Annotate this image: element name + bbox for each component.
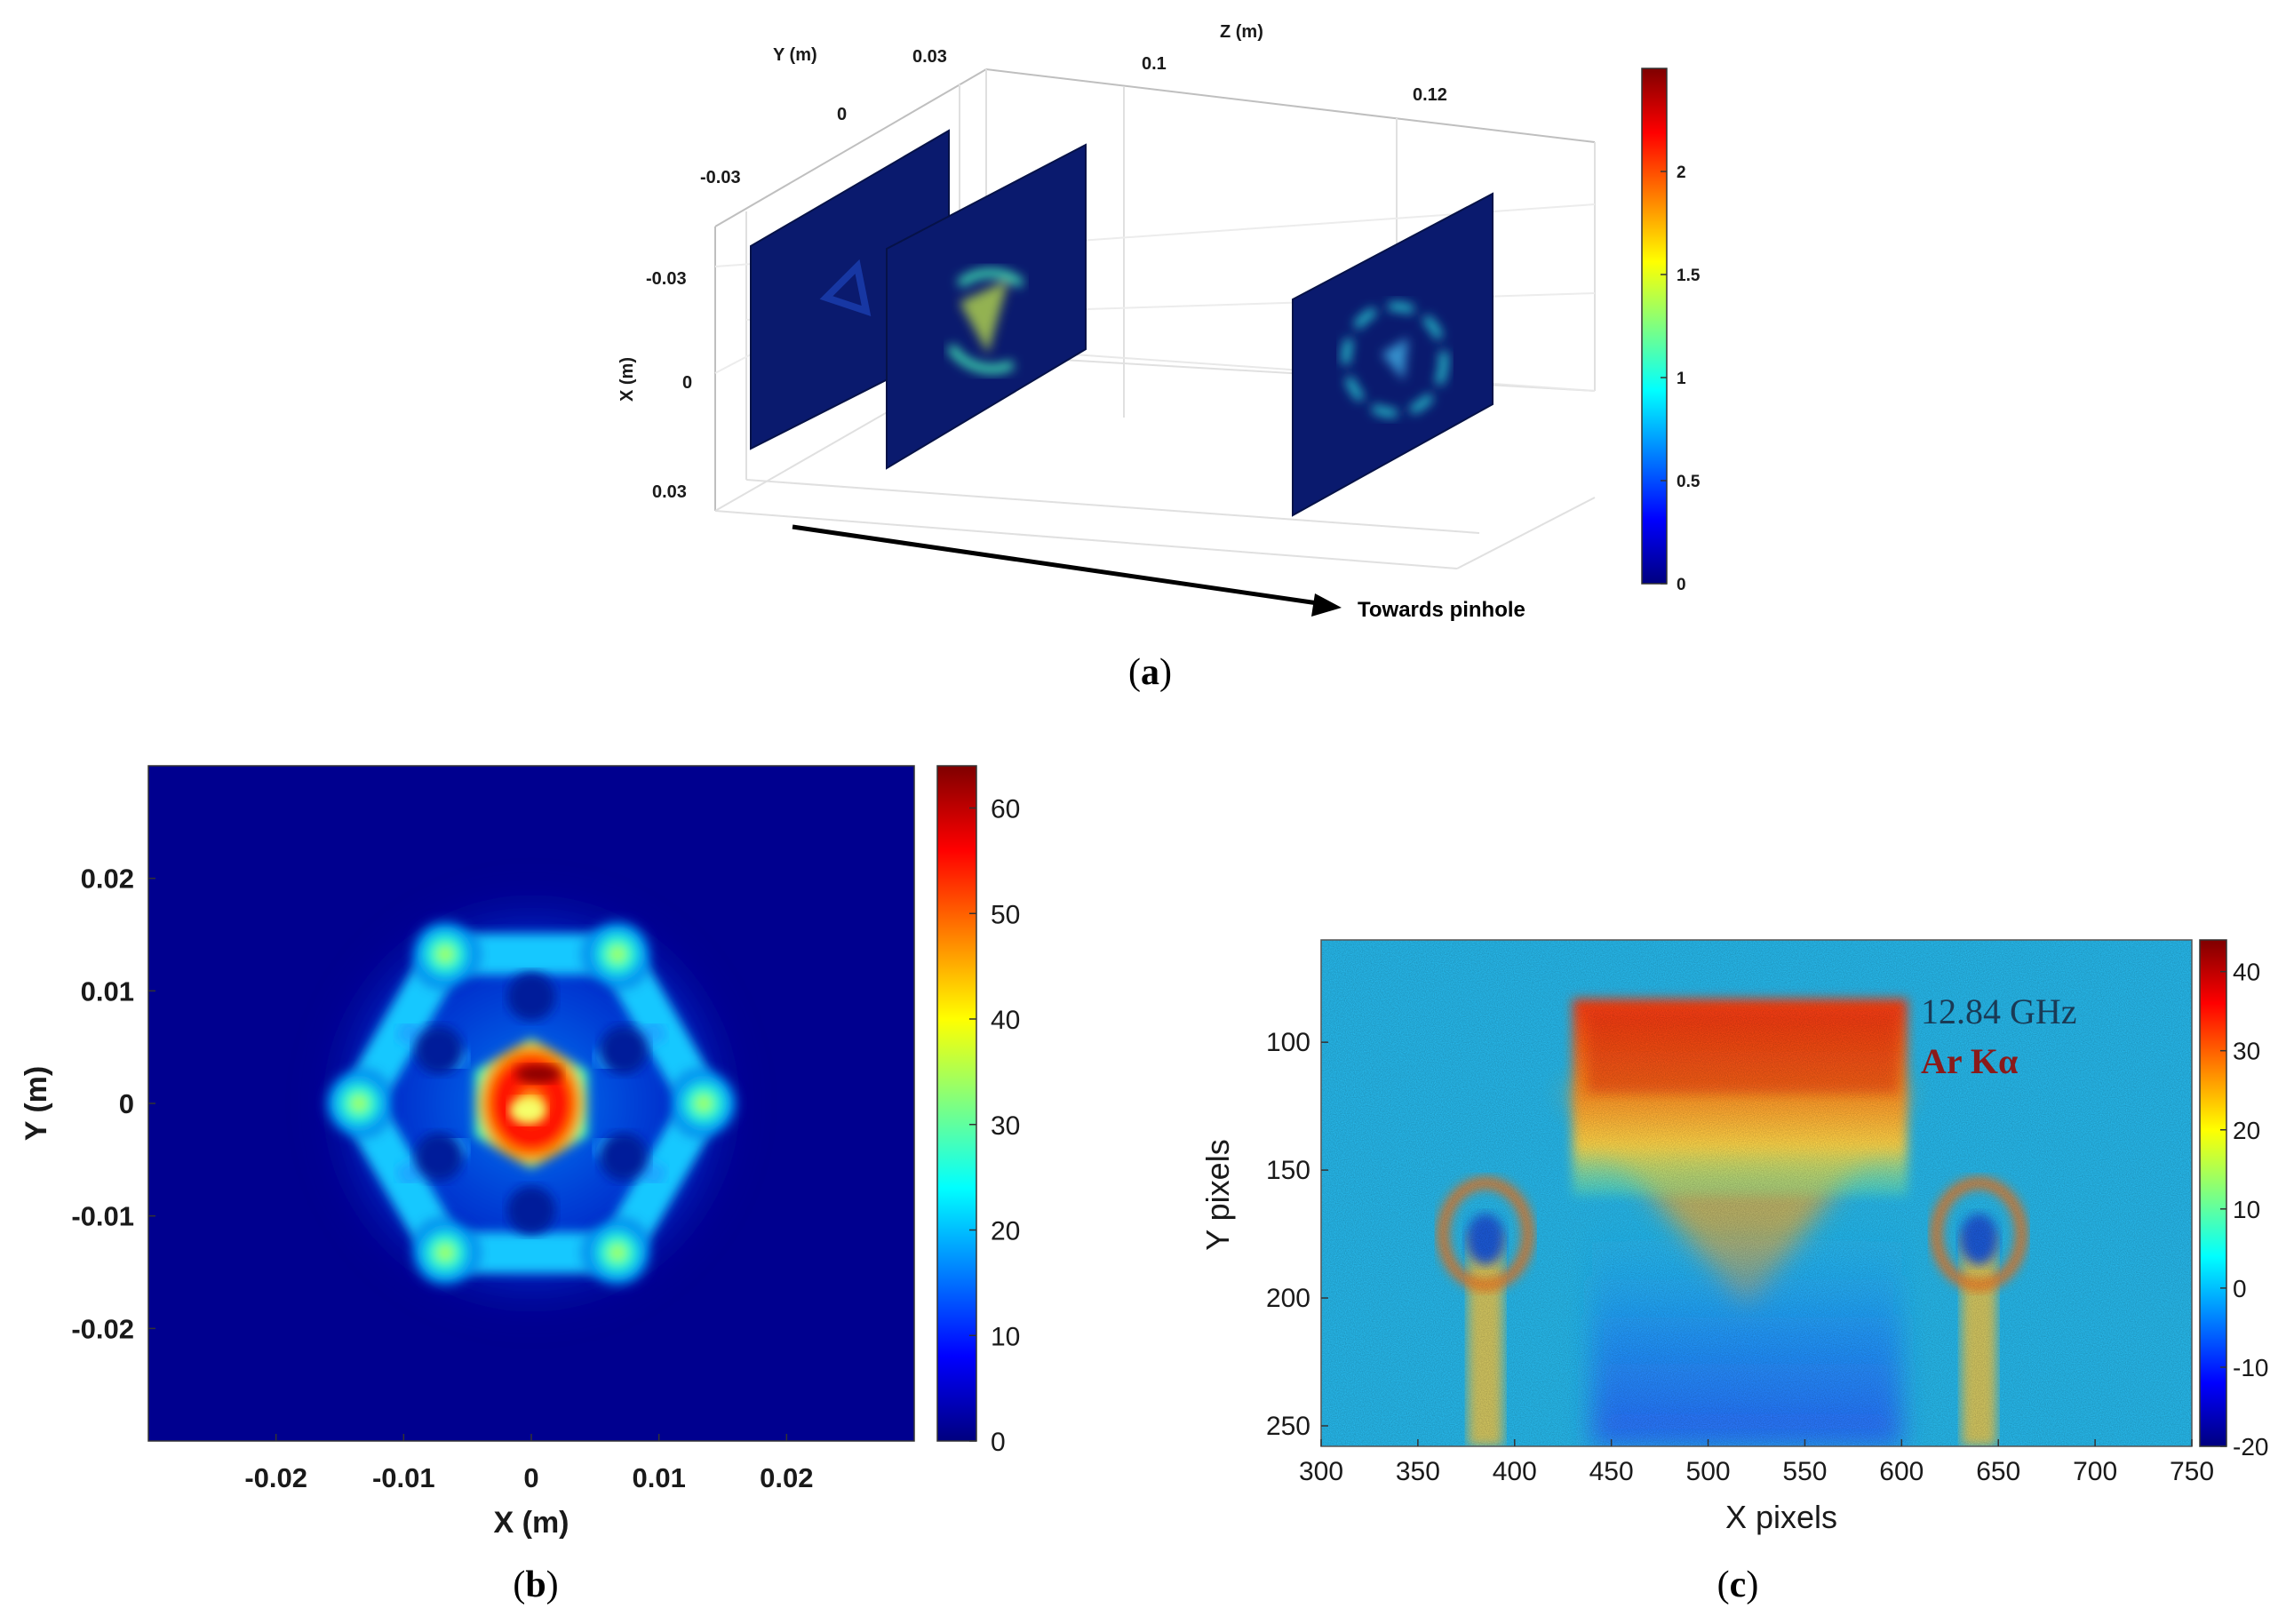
colorbar-a-tick: 0.5 (1677, 473, 1701, 491)
panel-c-y-ticks: 100 150 200 250 (1266, 1028, 1328, 1441)
lobe (321, 1065, 397, 1142)
colorbar-c-tick: -10 (2233, 1354, 2268, 1381)
y-tick-label: 0.03 (912, 47, 947, 67)
colorbar-a-tick: 0 (1677, 576, 1686, 594)
axis-label-x: X (m) (617, 357, 637, 402)
x-tick-label: 350 (1396, 1457, 1440, 1486)
core-center (509, 1097, 546, 1124)
dark-hole (414, 1025, 464, 1075)
slice-2 (886, 143, 1087, 470)
colorbar-a (1641, 68, 1668, 585)
y-tick-label: 250 (1266, 1412, 1310, 1441)
colorbar-b-tick: 0 (991, 1428, 1006, 1457)
x-tick-label: 450 (1589, 1457, 1634, 1486)
colorbar-b-tick: 50 (991, 900, 1020, 929)
heatmap-b-pattern (303, 875, 760, 1332)
colorbar-a-tick: 1.5 (1677, 267, 1701, 285)
colorbar-c-tick: 20 (2233, 1117, 2260, 1144)
dark-hole (506, 1186, 556, 1235)
panel-b-x-ticks: -0.02 -0.01 0 0.01 0.02 (244, 1434, 814, 1493)
panel-b-caption: (b) (513, 1564, 558, 1605)
dark-hole (599, 1025, 649, 1075)
x-tick-label: 550 (1782, 1457, 1827, 1486)
colorbar-a-tick: 2 (1677, 163, 1686, 182)
x-tick-label: 500 (1686, 1457, 1731, 1486)
z-tick-label: 0.12 (1413, 85, 1447, 105)
colorbar-c-tick: 30 (2233, 1038, 2260, 1065)
colorbar-c-tick: -20 (2233, 1433, 2268, 1461)
panel-c-x-ticks: 300 350 400 450 500 550 600 650 700 750 (1299, 1439, 2214, 1486)
colorbar-b-tick: 20 (991, 1217, 1020, 1246)
towards-pinhole-arrow (792, 524, 1342, 617)
panel-c-xlabel: X pixels (1725, 1499, 1837, 1535)
x-tick-label: 0 (682, 373, 692, 393)
lobe (407, 916, 483, 992)
lobe (407, 1214, 483, 1291)
x-tick-label: 400 (1493, 1457, 1537, 1486)
colorbar-b-tick: 40 (991, 1006, 1020, 1035)
y-tick-label: -0.03 (700, 168, 741, 187)
colorbar-b-ticks: 0 10 20 30 40 50 60 (969, 795, 1020, 1457)
x-tick-label: -0.02 (244, 1462, 307, 1493)
annotation-frequency: 12.84 GHz (1921, 991, 2077, 1031)
heatmap-c-pattern (1321, 940, 2192, 1446)
colorbar-b-tick: 10 (991, 1322, 1020, 1351)
colorbar-a-ticks: 0 0.5 1 1.5 2 (1661, 163, 1701, 594)
x-tick-label: 0 (523, 1462, 538, 1493)
x-tick-label: 0.01 (632, 1462, 685, 1493)
y-tick-label: 0.01 (81, 975, 134, 1007)
lobe (579, 1214, 656, 1291)
panel-b-heatmap: -0.02 -0.01 0 0.01 0.02 0.020.010-0.01-0.02 … (20, 765, 1020, 1605)
y-tick-label: 150 (1266, 1156, 1310, 1185)
colorbar-b-tick: 30 (991, 1111, 1020, 1141)
colorbar-b-tick: 60 (991, 795, 1020, 824)
x-tick-label: 600 (1879, 1457, 1924, 1486)
y-tick-label: 0 (119, 1088, 134, 1119)
y-tick-label: -0.02 (71, 1313, 134, 1344)
dark-hole (414, 1132, 464, 1182)
z-tick-label: 0.1 (1142, 54, 1167, 74)
x-tick-label: 750 (2170, 1457, 2214, 1486)
x-tick-label: 300 (1299, 1457, 1343, 1486)
annotation-ar-k-alpha: Ar Kα (1921, 1041, 2018, 1081)
colorbar-a-tick: 1 (1677, 370, 1686, 388)
slice-3 (1292, 192, 1493, 517)
panel-b-y-ticks: 0.02 0.01 0 -0.01 -0.02 (71, 864, 155, 1344)
x-tick-label: -0.03 (646, 269, 687, 289)
towards-pinhole-label: Towards pinhole (1358, 598, 1525, 622)
colorbar-c-tick: 10 (2233, 1196, 2260, 1223)
axis-label-z: Z (m) (1220, 22, 1263, 42)
panel-a-3d-plot: Y (m) Z (m) -0.03 0 0.03 0.1 0.12 -0.03 … (617, 22, 1701, 693)
x-tick-label: -0.01 (372, 1462, 435, 1493)
x-tick-label: 0.02 (760, 1462, 813, 1493)
axis-label-y: Y (m) (773, 45, 817, 65)
colorbar-c-tick: 0 (2233, 1275, 2247, 1302)
panel-b-ylabel: Y (m) (20, 1066, 53, 1141)
panel-c-ylabel: Y pixels (1199, 1139, 1236, 1250)
x-tick-label: 650 (1976, 1457, 2020, 1486)
x-tick-label: 700 (2073, 1457, 2117, 1486)
panel-c-heatmap: 12.84 GHz Ar Kα 300 350 400 450 500 550 600 650… (1199, 939, 2268, 1605)
colorbar-c-tick: 40 (2233, 959, 2260, 986)
panel-a-caption: (a) (1128, 652, 1172, 693)
lobe (665, 1065, 742, 1142)
dark-hole (506, 972, 556, 1021)
y-tick-label: -0.01 (71, 1201, 134, 1232)
y-tick-label: 200 (1266, 1284, 1310, 1313)
y-tick-label: 0.02 (81, 864, 134, 895)
colorbar-c (2199, 939, 2227, 1447)
lobe (579, 916, 656, 992)
y-tick-label: 100 (1266, 1028, 1310, 1057)
core-peak (515, 1064, 562, 1084)
panel-c-caption: (c) (1717, 1564, 1759, 1605)
x-tick-label: 0.03 (652, 482, 687, 502)
colorbar-b (936, 765, 977, 1442)
y-tick-label: 0 (837, 105, 847, 124)
dark-hole (599, 1132, 649, 1182)
panel-b-xlabel: X (m) (494, 1506, 570, 1540)
colorbar-c-ticks: 40 30 20 10 0 -10 -20 (2220, 959, 2268, 1461)
